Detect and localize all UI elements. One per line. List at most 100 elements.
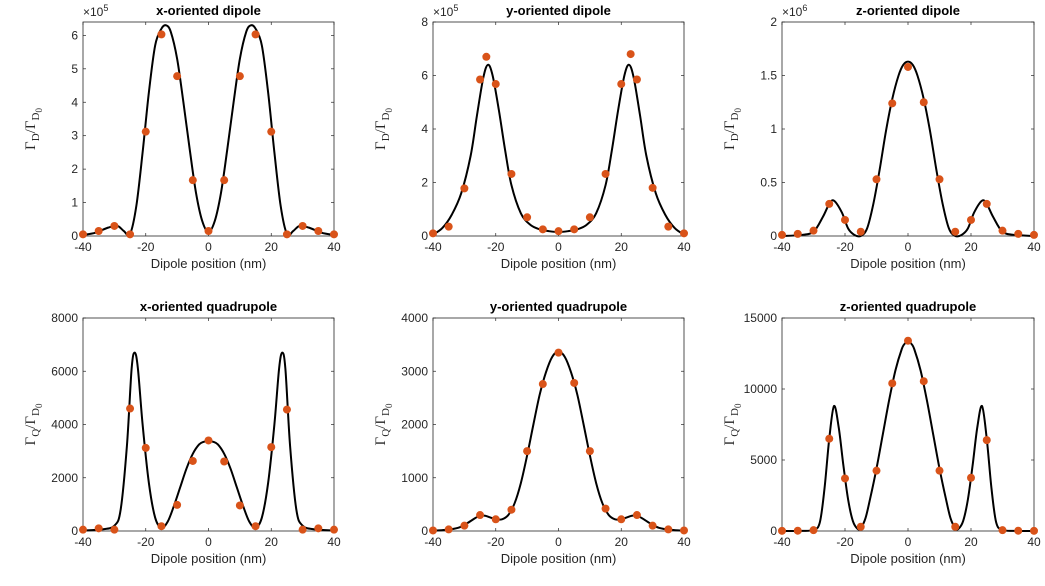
x-tick-label: -20 <box>487 240 505 254</box>
y-tick-label: 5000 <box>750 453 777 467</box>
y-tick-label: 0 <box>71 229 78 243</box>
y-tick-label: 8 <box>421 15 428 29</box>
data-point <box>586 213 594 221</box>
axes-box <box>83 22 334 236</box>
y-axis-label: ΓQ/ΓD0 <box>23 403 44 445</box>
x-tick-label: 0 <box>905 240 912 254</box>
data-point <box>904 337 912 345</box>
data-point <box>476 511 484 519</box>
chart-title: z-oriented quadrupole <box>840 299 977 314</box>
y-tick-label: 2 <box>421 176 428 190</box>
y-tick-label: 0 <box>770 229 777 243</box>
y-tick-label: 4 <box>421 122 428 136</box>
data-point <box>429 229 437 237</box>
data-point <box>492 80 500 88</box>
axis-exponent-label: ×105 <box>433 3 458 19</box>
data-point <box>810 526 818 534</box>
chart-title: x-oriented dipole <box>156 3 261 18</box>
data-point <box>841 216 849 224</box>
x-tick-label: 40 <box>1027 240 1041 254</box>
data-point <box>627 50 635 58</box>
data-point <box>445 525 453 533</box>
x-axis-label: Dipole position (nm) <box>850 256 966 271</box>
y-axis-label: ΓD/ΓD0 <box>722 108 743 150</box>
data-point <box>967 474 975 482</box>
y-tick-label: 5 <box>71 62 78 76</box>
axes-box <box>433 22 684 236</box>
data-point <box>680 229 688 237</box>
x-axis-label: Dipole position (nm) <box>501 256 617 271</box>
axes-box <box>83 318 334 531</box>
data-point <box>1014 230 1022 238</box>
y-tick-label: 4 <box>71 95 78 109</box>
y-tick-label: 0 <box>421 229 428 243</box>
data-point <box>539 225 547 233</box>
y-tick-label: 2000 <box>401 418 428 432</box>
x-tick-label: 0 <box>555 535 562 549</box>
chart-title: y-oriented dipole <box>506 3 611 18</box>
data-point <box>523 213 531 221</box>
data-point <box>460 184 468 192</box>
data-point <box>299 222 307 230</box>
y-tick-label: 6 <box>71 28 78 42</box>
data-point <box>778 231 786 239</box>
data-point <box>555 227 563 235</box>
data-point <box>492 515 500 523</box>
series-curve <box>782 341 1034 531</box>
data-point <box>999 526 1007 534</box>
data-point <box>189 176 197 184</box>
data-point <box>983 200 991 208</box>
data-point <box>1030 231 1038 239</box>
data-point <box>95 524 103 532</box>
x-tick-label: 40 <box>327 240 341 254</box>
data-point <box>649 184 657 192</box>
data-point <box>173 501 181 509</box>
data-point <box>429 526 437 534</box>
y-tick-label: 10000 <box>744 382 778 396</box>
data-point <box>857 228 865 236</box>
data-point <box>888 379 896 387</box>
x-tick-label: -20 <box>836 535 854 549</box>
x-tick-label: -20 <box>137 240 155 254</box>
data-point <box>110 222 118 230</box>
data-point <box>220 176 228 184</box>
y-tick-label: 3 <box>71 129 78 143</box>
data-point <box>507 170 515 178</box>
x-tick-label: 20 <box>615 240 629 254</box>
data-point <box>602 170 610 178</box>
x-tick-label: 20 <box>265 240 279 254</box>
series-curve <box>782 62 1034 237</box>
data-point <box>299 526 307 534</box>
data-point <box>825 435 833 443</box>
y-tick-label: 2 <box>770 15 777 29</box>
y-tick-label: 6000 <box>51 364 78 378</box>
data-point <box>236 501 244 509</box>
data-point <box>570 379 578 387</box>
y-tick-label: 0.5 <box>760 176 777 190</box>
data-point <box>873 175 881 183</box>
data-point <box>983 436 991 444</box>
x-tick-label: 20 <box>964 535 978 549</box>
data-point <box>173 72 181 80</box>
axes-box <box>782 22 1034 236</box>
data-point <box>664 223 672 231</box>
data-point <box>252 522 260 530</box>
x-tick-label: 40 <box>327 535 341 549</box>
y-tick-label: 1 <box>71 196 78 210</box>
data-point <box>330 230 338 238</box>
data-point <box>999 227 1007 235</box>
y-tick-label: 4000 <box>51 418 78 432</box>
x-tick-label: 40 <box>677 535 691 549</box>
data-point <box>920 377 928 385</box>
data-point <box>330 526 338 534</box>
data-point <box>570 225 578 233</box>
data-point <box>857 523 865 531</box>
chart-panel-1: -40 -20 0 20 40 0 1 2 3 4 5 6 ×105 x-oriented dipole D… <box>23 3 341 271</box>
data-point <box>810 227 818 235</box>
x-tick-label: -20 <box>836 240 854 254</box>
y-tick-label: 0 <box>421 524 428 538</box>
y-tick-label: 1000 <box>401 471 428 485</box>
x-axis-label: Dipole position (nm) <box>501 551 617 566</box>
y-axis-label: ΓQ/ΓD0 <box>722 403 743 445</box>
